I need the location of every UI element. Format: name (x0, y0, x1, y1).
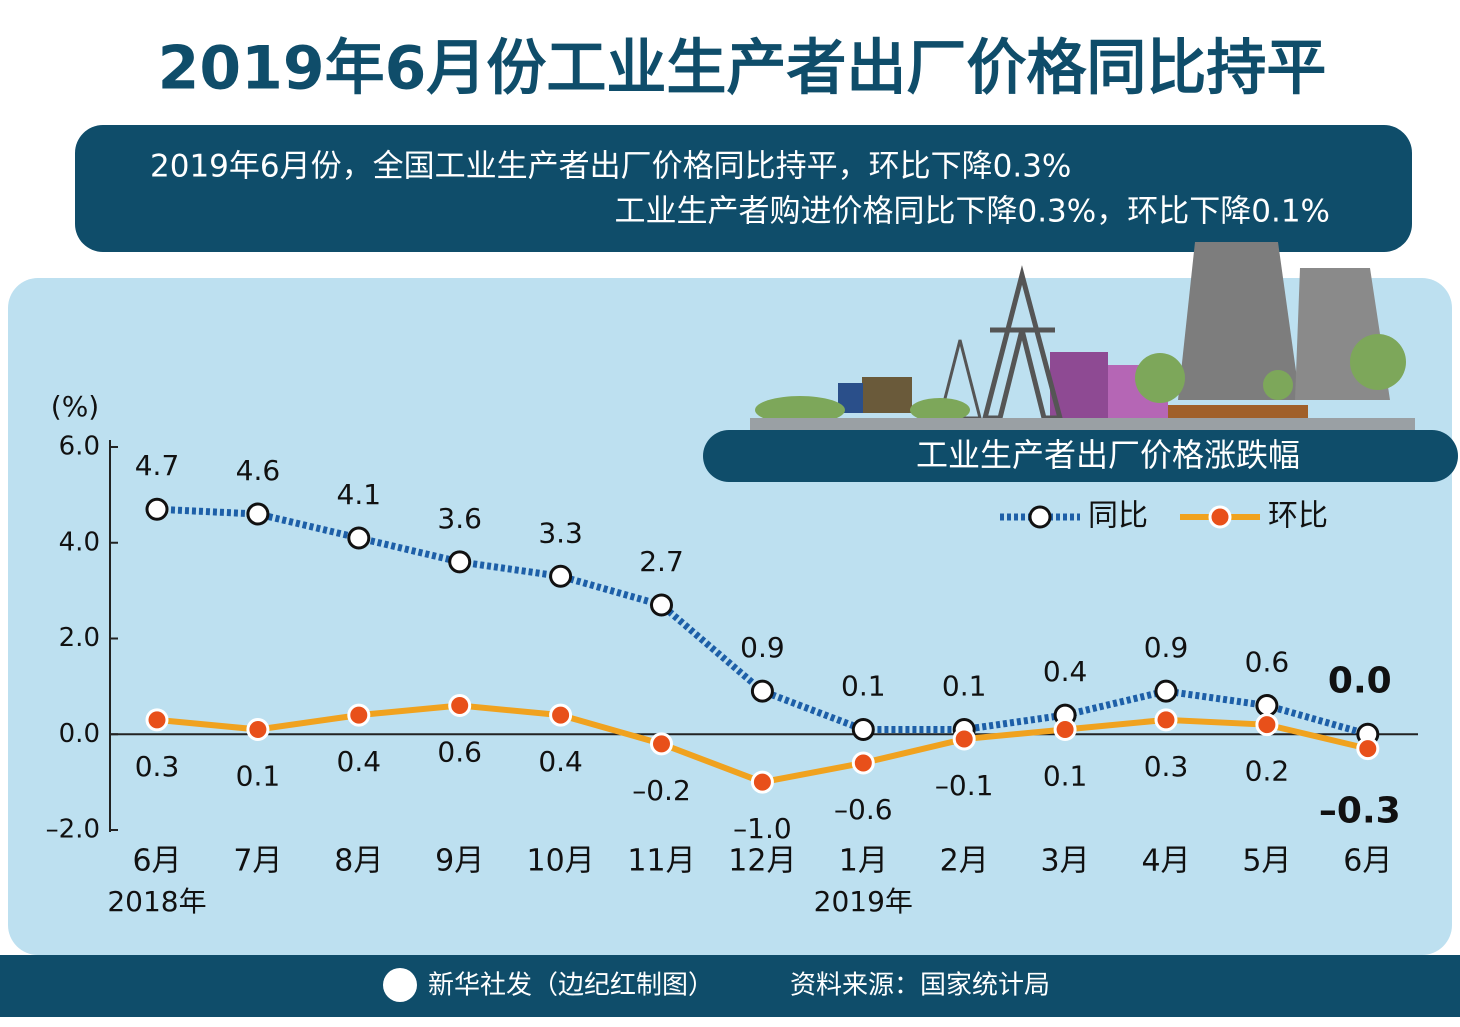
y-tick-label: 4.0 (59, 527, 100, 557)
year-label: 2019年 (814, 885, 913, 918)
x-tick-label: 3月 (1041, 844, 1090, 879)
footer-source: 资料来源：国家统计局 (790, 971, 1050, 1001)
data-label: 4.6 (236, 454, 281, 487)
data-label: 4.7 (135, 449, 180, 482)
x-tick-label: 6月 (1343, 844, 1392, 879)
data-label: 3.3 (538, 516, 583, 549)
marker (750, 770, 774, 794)
data-label: –0.1 (935, 769, 994, 802)
y-tick-label: 2.0 (59, 623, 100, 653)
marker (145, 708, 169, 732)
data-label: –1.0 (733, 812, 792, 845)
marker (851, 717, 875, 741)
legend-label: 同比 (1088, 499, 1148, 534)
x-tick-label: 12月 (728, 844, 796, 879)
marker (750, 679, 774, 703)
data-label: 0.1 (841, 669, 886, 702)
marker (1356, 737, 1380, 761)
x-tick-label: 10月 (527, 844, 595, 879)
x-tick-label: 2月 (940, 844, 989, 879)
data-label: 0.3 (1144, 750, 1189, 783)
data-label: 2.7 (639, 545, 684, 578)
data-label: 0.9 (1144, 631, 1189, 664)
marker (952, 727, 976, 751)
data-label: 3.6 (437, 502, 482, 535)
data-label: –0.6 (834, 793, 893, 826)
marker (347, 703, 371, 727)
subtitle: 2019年6月份，全国工业生产者出厂价格同比持平，环比下降0.3% (150, 149, 1071, 185)
marker (246, 502, 270, 526)
marker (549, 564, 573, 588)
legend-marker (1028, 505, 1052, 529)
subtitle-box (75, 125, 1412, 252)
data-label: 0.6 (437, 736, 482, 769)
marker (1255, 694, 1279, 718)
chart-title: 工业生产者出厂价格涨跌幅 (916, 436, 1300, 474)
y-tick-label: 6.0 (59, 432, 100, 462)
marker (145, 497, 169, 521)
y-tick-label: 0.0 (59, 719, 100, 749)
x-tick-label: 8月 (334, 844, 383, 879)
scene (750, 242, 1415, 430)
x-tick-label: 6月 (132, 844, 181, 879)
marker (1154, 679, 1178, 703)
year-label: 2018年 (107, 885, 206, 918)
footer-bar (0, 955, 1460, 1017)
marker (1255, 713, 1279, 737)
marker (851, 751, 875, 775)
marker (549, 703, 573, 727)
x-tick-label: 5月 (1242, 844, 1291, 879)
data-label: 0.3 (135, 750, 180, 783)
marker (448, 550, 472, 574)
chart-title-box (703, 430, 1458, 482)
marker (448, 694, 472, 718)
data-label: 0.1 (942, 669, 987, 702)
x-tick-label: 1月 (839, 844, 888, 879)
data-label: –0.2 (632, 774, 691, 807)
data-label: 0.0 (1328, 660, 1392, 701)
marker (650, 732, 673, 756)
x-tick-label: 9月 (435, 844, 484, 879)
data-label: 0.9 (740, 631, 785, 664)
data-label: –0.3 (1319, 791, 1401, 832)
data-label: 0.4 (538, 745, 583, 778)
marker (1053, 717, 1077, 741)
y-axis-label: (%) (51, 390, 99, 423)
data-label: 0.4 (1043, 655, 1088, 688)
data-label: 4.1 (337, 478, 382, 511)
y-tick-label: –2.0 (46, 815, 100, 845)
data-label: 0.1 (236, 759, 281, 792)
logo (383, 968, 417, 1002)
data-label: 0.1 (1043, 759, 1088, 792)
marker (246, 717, 270, 741)
marker (650, 593, 673, 617)
footer-credit: 新华社发（边纪红制图） (428, 971, 714, 1001)
x-tick-label: 11月 (627, 844, 695, 879)
data-label: 0.6 (1245, 646, 1290, 679)
x-tick-label: 7月 (233, 844, 282, 879)
title: 2019年6月份工业生产者出厂价格同比持平 (158, 34, 1327, 104)
x-tick-label: 4月 (1141, 844, 1190, 879)
data-label: 0.4 (337, 745, 382, 778)
legend-marker (1208, 505, 1232, 529)
marker (1154, 708, 1178, 732)
legend-label: 环比 (1268, 499, 1328, 534)
marker (347, 526, 371, 550)
data-label: 0.2 (1245, 755, 1290, 788)
subtitle: 工业生产者购进价格同比下降0.3%，环比下降0.1% (614, 194, 1330, 230)
